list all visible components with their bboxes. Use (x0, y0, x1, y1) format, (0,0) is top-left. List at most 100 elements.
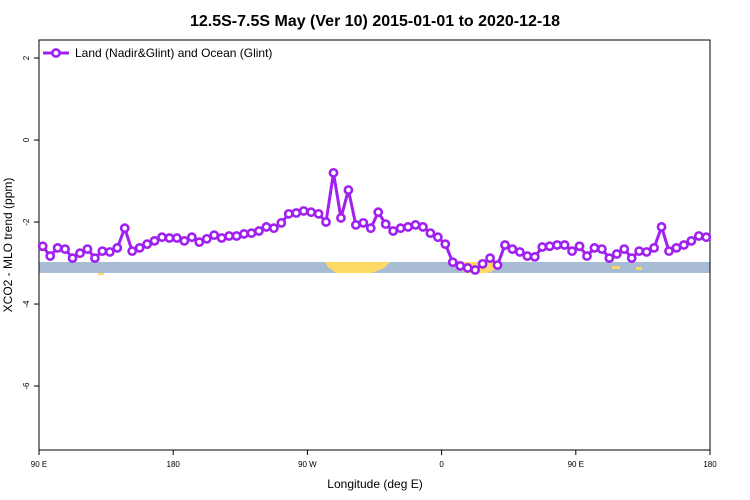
series-point (611, 249, 622, 259)
series-point (209, 230, 220, 241)
y-tick-label: 2 (22, 55, 31, 60)
chart-title: 12.5S-7.5S May (Ver 10) 2015-01-01 to 20… (190, 13, 560, 30)
series-point (231, 231, 242, 241)
series-point (559, 240, 570, 250)
series-point (574, 241, 585, 252)
series-point (261, 222, 272, 232)
series-point (350, 220, 361, 230)
map-strip (39, 262, 710, 275)
series-point (380, 219, 391, 229)
series-point (589, 242, 600, 253)
series-point (649, 242, 659, 253)
series-point (283, 208, 294, 219)
series-point (701, 232, 712, 243)
series-point (276, 217, 287, 228)
x-axis-label: Longitude (deg E) (327, 477, 422, 491)
series-point (619, 244, 630, 254)
series-point (239, 229, 249, 239)
series-point (529, 251, 540, 262)
series-point (291, 208, 302, 218)
series-point (462, 263, 473, 273)
series-point (507, 244, 518, 254)
y-tick-label: -6 (22, 382, 31, 390)
y-tick-label: -2 (22, 218, 31, 226)
series-point (45, 251, 56, 261)
series-point (373, 207, 384, 218)
series-point (306, 207, 317, 218)
series-point (112, 242, 123, 253)
series-point (37, 241, 48, 252)
series-point (149, 235, 160, 246)
land-islands (612, 266, 620, 269)
series-point (246, 228, 257, 239)
y-axis-label: XCO2 - MLO trend (ppm) (1, 178, 15, 313)
land-islands (636, 267, 642, 270)
series-point (343, 185, 354, 195)
series-point (544, 241, 555, 252)
series-point (119, 223, 130, 234)
series-point (447, 257, 458, 268)
x-tick-label: 90 W (298, 460, 317, 469)
series-point (604, 253, 615, 264)
series-point (626, 253, 637, 264)
x-tick-label: 180 (703, 460, 717, 469)
x-tick-label: 0 (439, 460, 444, 469)
series-point (440, 239, 451, 250)
series-point (298, 206, 309, 216)
series-point (186, 232, 197, 243)
series-point (537, 242, 548, 252)
x-tick-label: 180 (167, 460, 181, 469)
series-point (75, 248, 85, 259)
series-point (358, 217, 369, 228)
y-tick-label: -4 (22, 300, 31, 308)
series-point (134, 242, 145, 253)
series-point (552, 240, 563, 250)
series-point (328, 167, 339, 178)
series-point (522, 251, 533, 261)
series-point (82, 244, 93, 254)
series-point (321, 217, 331, 227)
series-point (664, 246, 674, 257)
x-tick-label: 90 E (31, 460, 47, 469)
series-point (567, 246, 577, 257)
series-point (485, 253, 495, 264)
series-point (679, 240, 689, 250)
series-point (216, 233, 227, 243)
series-point (201, 233, 212, 244)
series-point (172, 233, 182, 243)
series-point (582, 251, 592, 261)
legend-marker (51, 48, 61, 58)
series-point (336, 213, 346, 223)
series-point (67, 253, 78, 264)
series-point (104, 247, 115, 257)
series-point (52, 242, 63, 253)
series-point (395, 223, 406, 234)
series-point (403, 222, 413, 232)
series-point (418, 222, 428, 232)
series-point (388, 226, 399, 236)
series-point (477, 258, 488, 269)
series-point (194, 237, 205, 248)
series-point (492, 260, 503, 270)
series-point (157, 232, 167, 243)
series-point (410, 220, 421, 230)
series-point (500, 240, 510, 250)
legend-label: Land (Nadir&Glint) and Ocean (Glint) (75, 46, 272, 60)
series-point (60, 244, 70, 254)
series-point (455, 261, 466, 271)
series-point (514, 247, 525, 257)
series-point (90, 253, 100, 264)
series-point (425, 228, 436, 239)
series-point (142, 239, 153, 250)
y-tick-label: 0 (22, 137, 31, 142)
series-point (470, 265, 481, 275)
series-point (164, 233, 175, 243)
series-point (313, 208, 324, 219)
series-point (97, 246, 108, 257)
series-point (127, 246, 138, 257)
series-point (254, 226, 264, 236)
series-point (596, 244, 607, 254)
series-point (268, 223, 279, 234)
series-point (656, 222, 667, 232)
